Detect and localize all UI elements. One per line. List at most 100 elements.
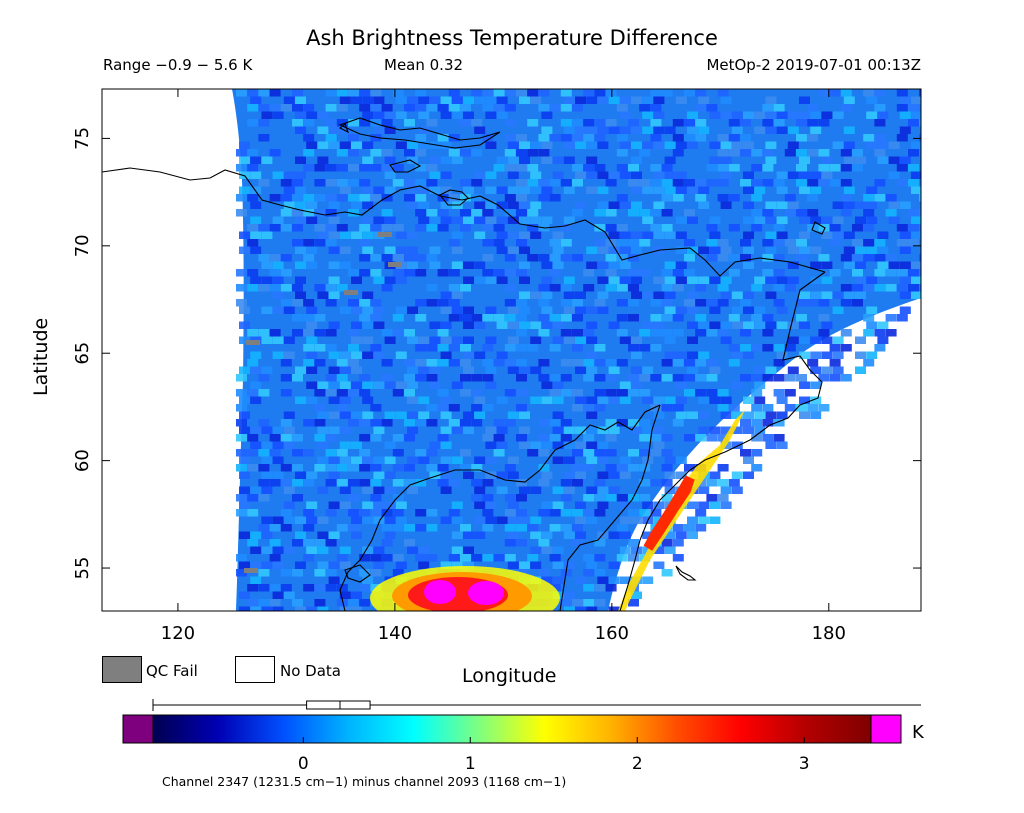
- swath-pixel: [295, 561, 306, 569]
- swath-pixel: [885, 329, 897, 337]
- swath-pixel: [280, 434, 292, 442]
- swath-pixel: [507, 336, 519, 344]
- swath-pixel: [247, 239, 259, 247]
- swath-pixel: [852, 254, 863, 262]
- coastline-kamchatka-west: [559, 404, 661, 611]
- swath-pixel: [698, 396, 710, 404]
- swath-pixel: [306, 396, 318, 404]
- swath-pixel: [527, 164, 539, 172]
- swath-pixel: [583, 509, 595, 517]
- swath-pixel: [818, 404, 830, 412]
- qc-fail-pixel: [378, 232, 392, 237]
- swath-pixel: [440, 396, 452, 404]
- swath-pixel: [896, 134, 908, 142]
- swath-pixel: [482, 224, 494, 232]
- swath-pixel: [538, 89, 550, 97]
- swath-pixel: [362, 306, 374, 314]
- swath-pixel: [586, 426, 598, 434]
- swath-pixel: [818, 329, 830, 337]
- swath-pixel: [306, 471, 318, 479]
- swath-pixel: [236, 449, 247, 457]
- swath-pixel: [325, 179, 337, 187]
- swath-pixel: [404, 269, 415, 277]
- swath-pixel: [560, 434, 572, 442]
- swath-pixel: [317, 546, 329, 554]
- swath-pixel: [448, 404, 460, 412]
- swath-pixel: [608, 276, 620, 284]
- swath-pixel: [720, 501, 732, 509]
- swath-pixel: [616, 389, 628, 397]
- swath-pixel: [258, 89, 270, 97]
- swath-pixel: [687, 276, 698, 284]
- swath-pixel: [885, 269, 897, 277]
- swath-pixel: [818, 149, 830, 157]
- swath-pixel: [373, 471, 385, 479]
- swath-pixel: [272, 306, 284, 314]
- swath-pixel: [706, 329, 718, 337]
- swath-pixel: [303, 449, 315, 457]
- swath-pixel: [325, 509, 337, 517]
- swath-pixel: [370, 134, 382, 142]
- swath-pixel: [653, 546, 665, 554]
- swath-pixel: [653, 141, 665, 149]
- swath-pixel: [874, 119, 886, 127]
- swath-pixel: [493, 434, 505, 442]
- x-axis-label: Longitude: [462, 665, 557, 687]
- swath-pixel: [247, 269, 259, 277]
- swath-pixel: [896, 269, 908, 277]
- swath-pixel: [706, 389, 718, 397]
- swath-pixel: [261, 606, 273, 611]
- swath-pixel: [765, 111, 777, 119]
- swath-pixel: [684, 359, 695, 367]
- swath-pixel: [269, 584, 281, 592]
- swath-pixel: [605, 419, 617, 427]
- swath-pixel: [631, 426, 642, 434]
- swath-pixel: [840, 374, 852, 382]
- swath-pixel: [863, 254, 875, 262]
- swath-pixel: [437, 194, 449, 202]
- swath-pixel: [359, 119, 371, 127]
- swath-pixel: [832, 366, 844, 374]
- swath-pixel: [796, 374, 807, 382]
- swath-pixel: [392, 509, 404, 517]
- swath-pixel: [404, 524, 415, 532]
- swath-pixel: [351, 441, 362, 449]
- swath-pixel: [888, 156, 900, 164]
- swath-pixel: [295, 201, 306, 209]
- swath-pixel: [572, 299, 583, 307]
- swath-pixel: [373, 111, 385, 119]
- swath-pixel: [292, 539, 303, 547]
- swath-pixel: [661, 269, 673, 277]
- swath-pixel: [460, 179, 471, 187]
- swath-pixel: [818, 179, 830, 187]
- swath-pixel: [919, 179, 921, 187]
- swath-pixel: [541, 546, 553, 554]
- swath-pixel: [731, 471, 743, 479]
- swath-pixel: [482, 509, 494, 517]
- swath-pixel: [762, 209, 774, 217]
- swath-pixel: [874, 344, 886, 352]
- swath-pixel: [740, 149, 751, 157]
- swath-pixel: [695, 179, 707, 187]
- swath-pixel: [426, 254, 438, 262]
- swath-pixel: [631, 171, 642, 179]
- swath-pixel: [672, 314, 684, 322]
- swath-pixel: [516, 89, 527, 97]
- swath-pixel: [370, 119, 382, 127]
- swath-pixel: [784, 284, 796, 292]
- swath-pixel: [608, 531, 620, 539]
- swath-pixel: [325, 329, 337, 337]
- swath-pixel: [258, 254, 270, 262]
- swath-pixel: [843, 231, 855, 239]
- swath-pixel: [339, 366, 351, 374]
- swath-pixel: [351, 141, 362, 149]
- swath-pixel: [451, 381, 463, 389]
- swath-pixel: [295, 156, 306, 164]
- swath-pixel: [728, 194, 740, 202]
- swath-pixel: [404, 539, 415, 547]
- swath-pixel: [336, 89, 348, 97]
- swath-pixel: [560, 374, 572, 382]
- y-axis-label: Latitude: [30, 317, 52, 396]
- swath-pixel: [303, 584, 315, 592]
- swath-pixel: [762, 434, 774, 442]
